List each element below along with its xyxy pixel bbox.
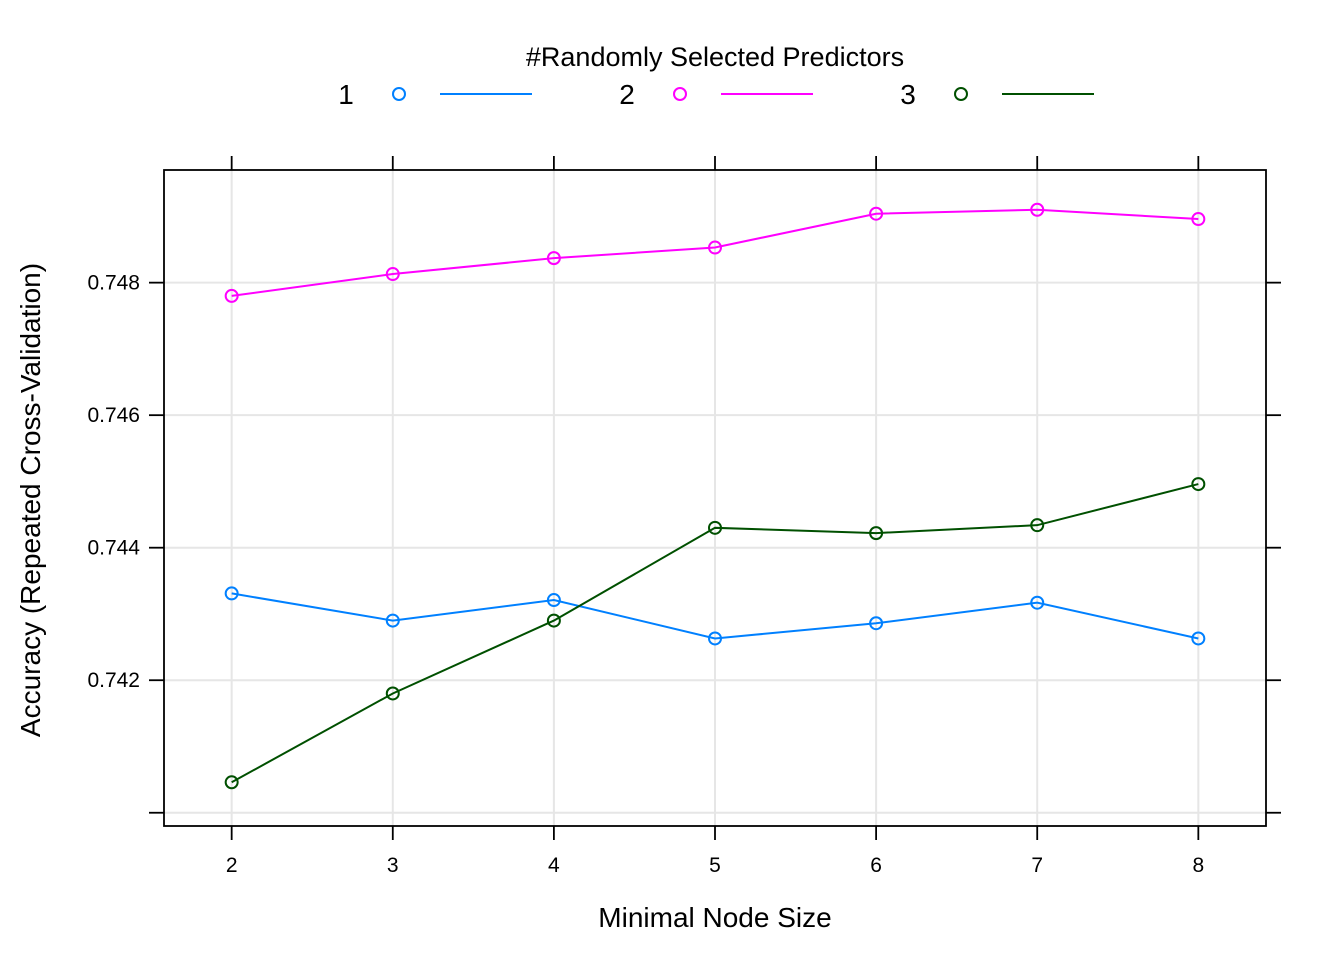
data-point xyxy=(1191,212,1206,227)
legend-item-2: 2 xyxy=(619,79,813,110)
y-tick-label: 0.742 xyxy=(87,669,140,692)
series-3 xyxy=(224,477,1206,790)
grid xyxy=(164,170,1266,826)
x-tick-label: 7 xyxy=(1031,854,1043,877)
data-point xyxy=(546,593,561,608)
x-tick-label: 2 xyxy=(226,854,238,877)
series-1 xyxy=(224,586,1206,646)
y-tick-label: 0.746 xyxy=(87,404,140,427)
legend-point-marker xyxy=(392,87,406,101)
x-tick-label: 3 xyxy=(387,854,399,877)
y-axis-label: Accuracy (Repeated Cross-Validation) xyxy=(15,263,46,737)
axis-ticks: 2 3 4 5 6 7 8 0.742 0.744 0.746 0.748 xyxy=(87,156,1281,877)
x-tick-label: 4 xyxy=(548,854,560,877)
legend-point-marker xyxy=(673,87,687,101)
data-point xyxy=(869,526,884,541)
data-point xyxy=(708,631,722,646)
y-tick-label: 0.744 xyxy=(87,537,140,560)
legend-item-3: 3 xyxy=(900,79,1094,110)
series-line-2 xyxy=(231,208,1199,297)
data-point xyxy=(385,686,400,701)
data-point xyxy=(1030,518,1045,533)
data-point xyxy=(546,251,561,266)
series-2 xyxy=(224,202,1206,303)
x-axis-label: Minimal Node Size xyxy=(598,902,831,933)
x-tick-label: 8 xyxy=(1192,854,1204,877)
y-tick-label: 0.748 xyxy=(87,272,140,295)
data-point xyxy=(708,520,722,535)
x-tick-label: 5 xyxy=(709,854,721,877)
legend: #Randomly Selected Predictors 1 2 3 xyxy=(338,42,1094,110)
legend-point-marker xyxy=(954,87,968,101)
legend-item-1: 1 xyxy=(338,79,532,110)
data-point xyxy=(1030,595,1045,610)
series-line-1 xyxy=(231,592,1199,640)
data-point xyxy=(224,288,239,303)
data-point xyxy=(869,206,884,221)
legend-title: #Randomly Selected Predictors xyxy=(526,42,904,72)
x-tick-label: 6 xyxy=(870,854,882,877)
data-point xyxy=(546,613,561,628)
data-point xyxy=(385,613,400,628)
data-point xyxy=(1191,631,1206,646)
legend-label: 2 xyxy=(619,79,635,110)
data-point xyxy=(869,616,884,631)
data-point xyxy=(1030,202,1045,217)
data-point xyxy=(708,240,722,255)
legend-label: 1 xyxy=(338,79,354,110)
legend-label: 3 xyxy=(900,79,916,110)
data-point xyxy=(224,775,239,790)
series-line-3 xyxy=(231,483,1199,784)
data-point xyxy=(1191,477,1206,492)
data-point xyxy=(385,267,400,282)
series-layer xyxy=(224,202,1206,790)
data-point xyxy=(224,586,239,601)
